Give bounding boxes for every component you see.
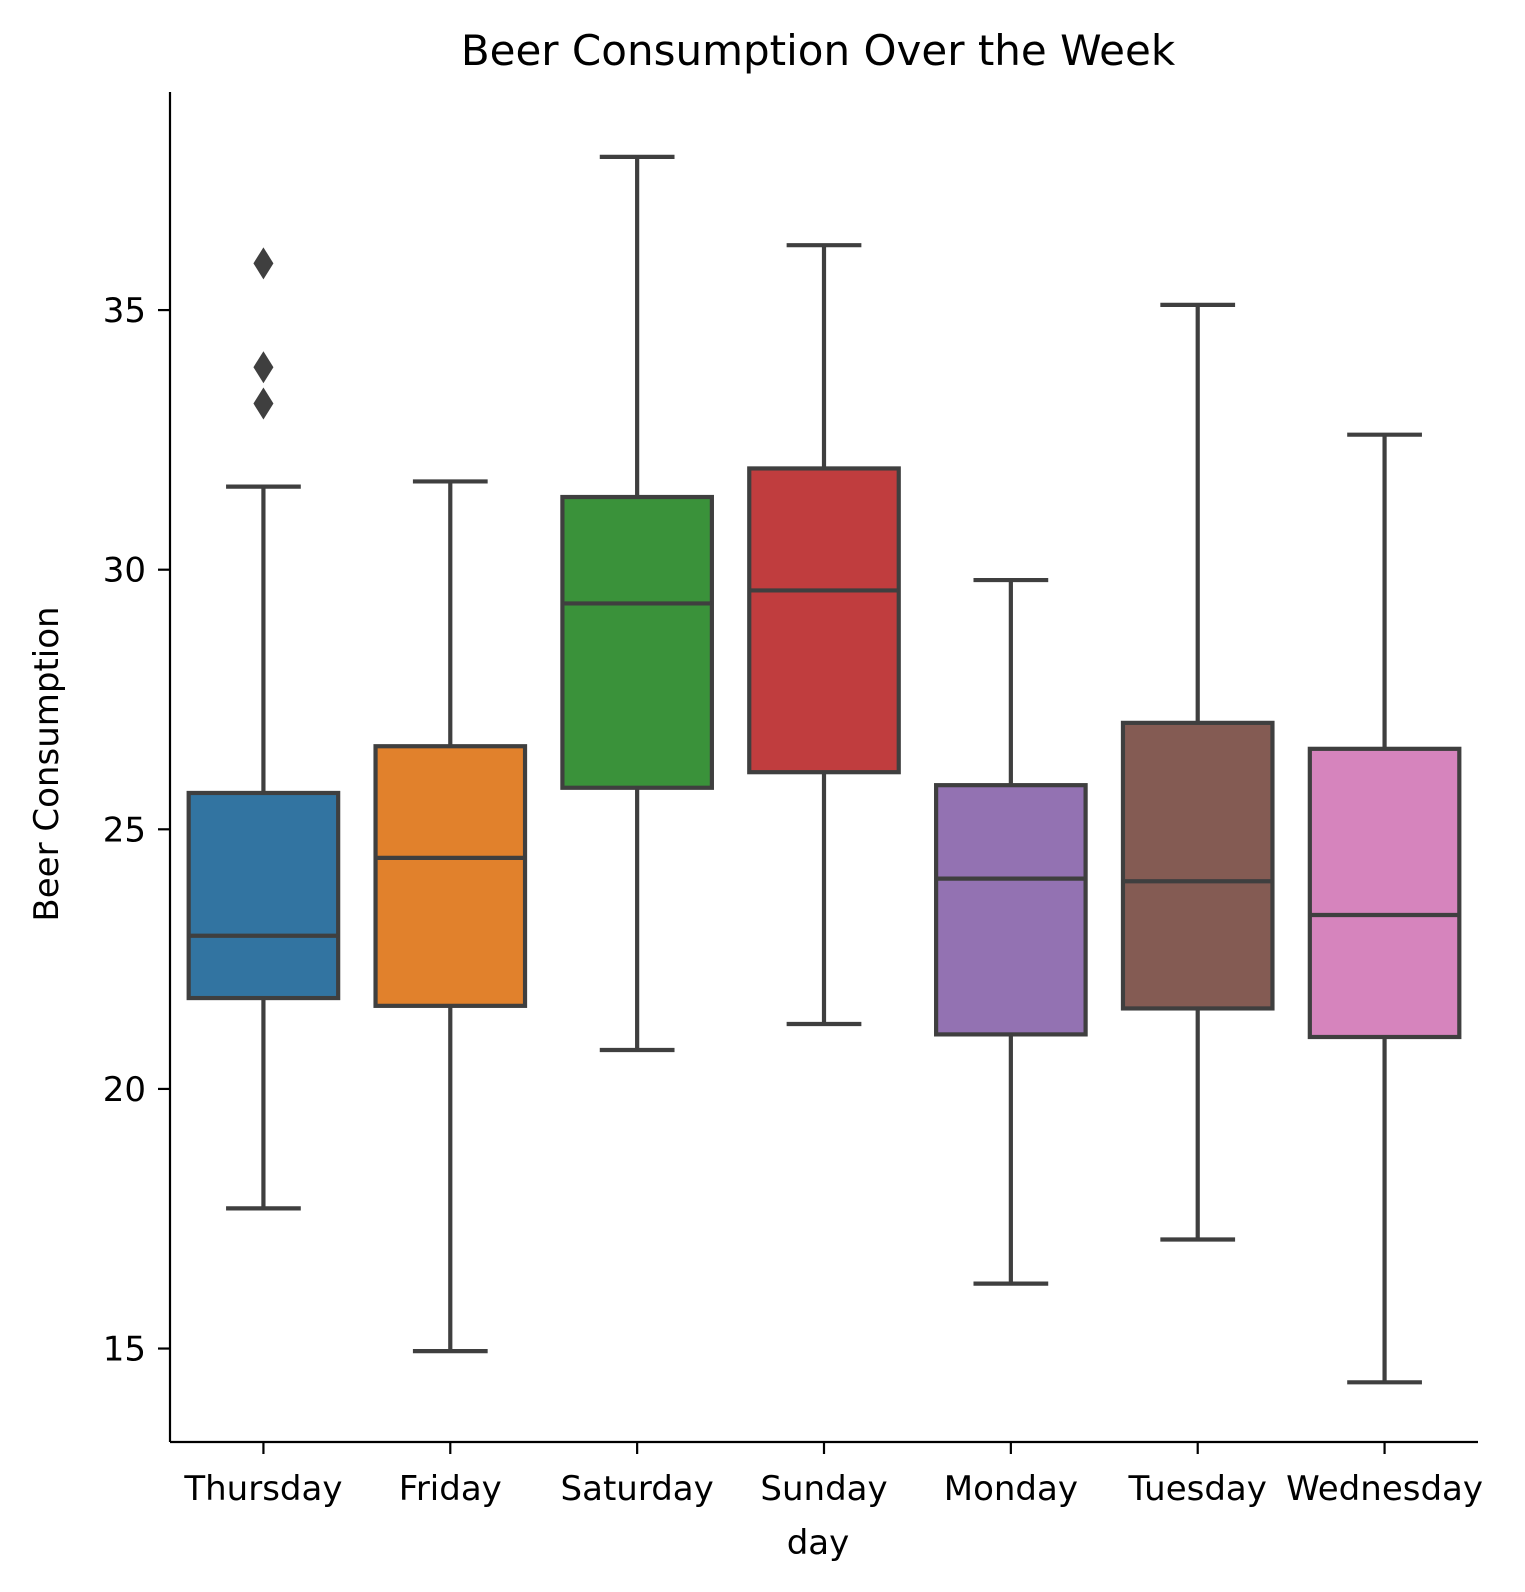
box-iqr [1120, 720, 1275, 1011]
outlier-point [253, 247, 274, 280]
y-tick-label: 35 [103, 291, 146, 331]
x-tick-label: Sunday [760, 1469, 887, 1509]
box-iqr [560, 494, 714, 790]
y-tick-label: 15 [103, 1330, 146, 1370]
box-iqr [186, 790, 341, 1001]
x-tick-label: Thursday [183, 1469, 342, 1509]
box-group-friday [373, 479, 528, 1354]
x-tick-label: Saturday [561, 1469, 714, 1509]
x-tick-label: Monday [944, 1469, 1078, 1509]
box-iqr [373, 744, 528, 1008]
box-group-sunday [747, 243, 901, 1027]
box-iqr [1307, 746, 1462, 1040]
axes-layer: 15 20 25 30 35 Thursday Friday Saturday Sunday Mo… [103, 92, 1483, 1509]
boxes-layer [186, 154, 1462, 1385]
y-tick-label: 20 [103, 1070, 146, 1110]
box-group-thursday [186, 247, 341, 1211]
box-group-monday [934, 577, 1088, 1286]
x-axis-label: day [787, 1523, 850, 1563]
x-tick-label: Friday [399, 1469, 502, 1509]
x-tick-label: Wednesday [1286, 1469, 1483, 1509]
y-tick-label: 30 [103, 551, 146, 591]
box-iqr [747, 466, 901, 775]
outlier-point [253, 351, 274, 384]
x-tick-label: Tuesday [1128, 1469, 1267, 1509]
y-tick-label: 25 [103, 810, 146, 850]
chart-title: Beer Consumption Over the Week [461, 26, 1176, 75]
box-group-saturday [560, 154, 714, 1053]
box-group-tuesday [1120, 302, 1275, 1242]
box-iqr [934, 783, 1088, 1037]
box-group-wednesday [1307, 432, 1462, 1385]
outlier-point [253, 387, 274, 420]
y-axis-label: Beer Consumption [27, 606, 67, 921]
